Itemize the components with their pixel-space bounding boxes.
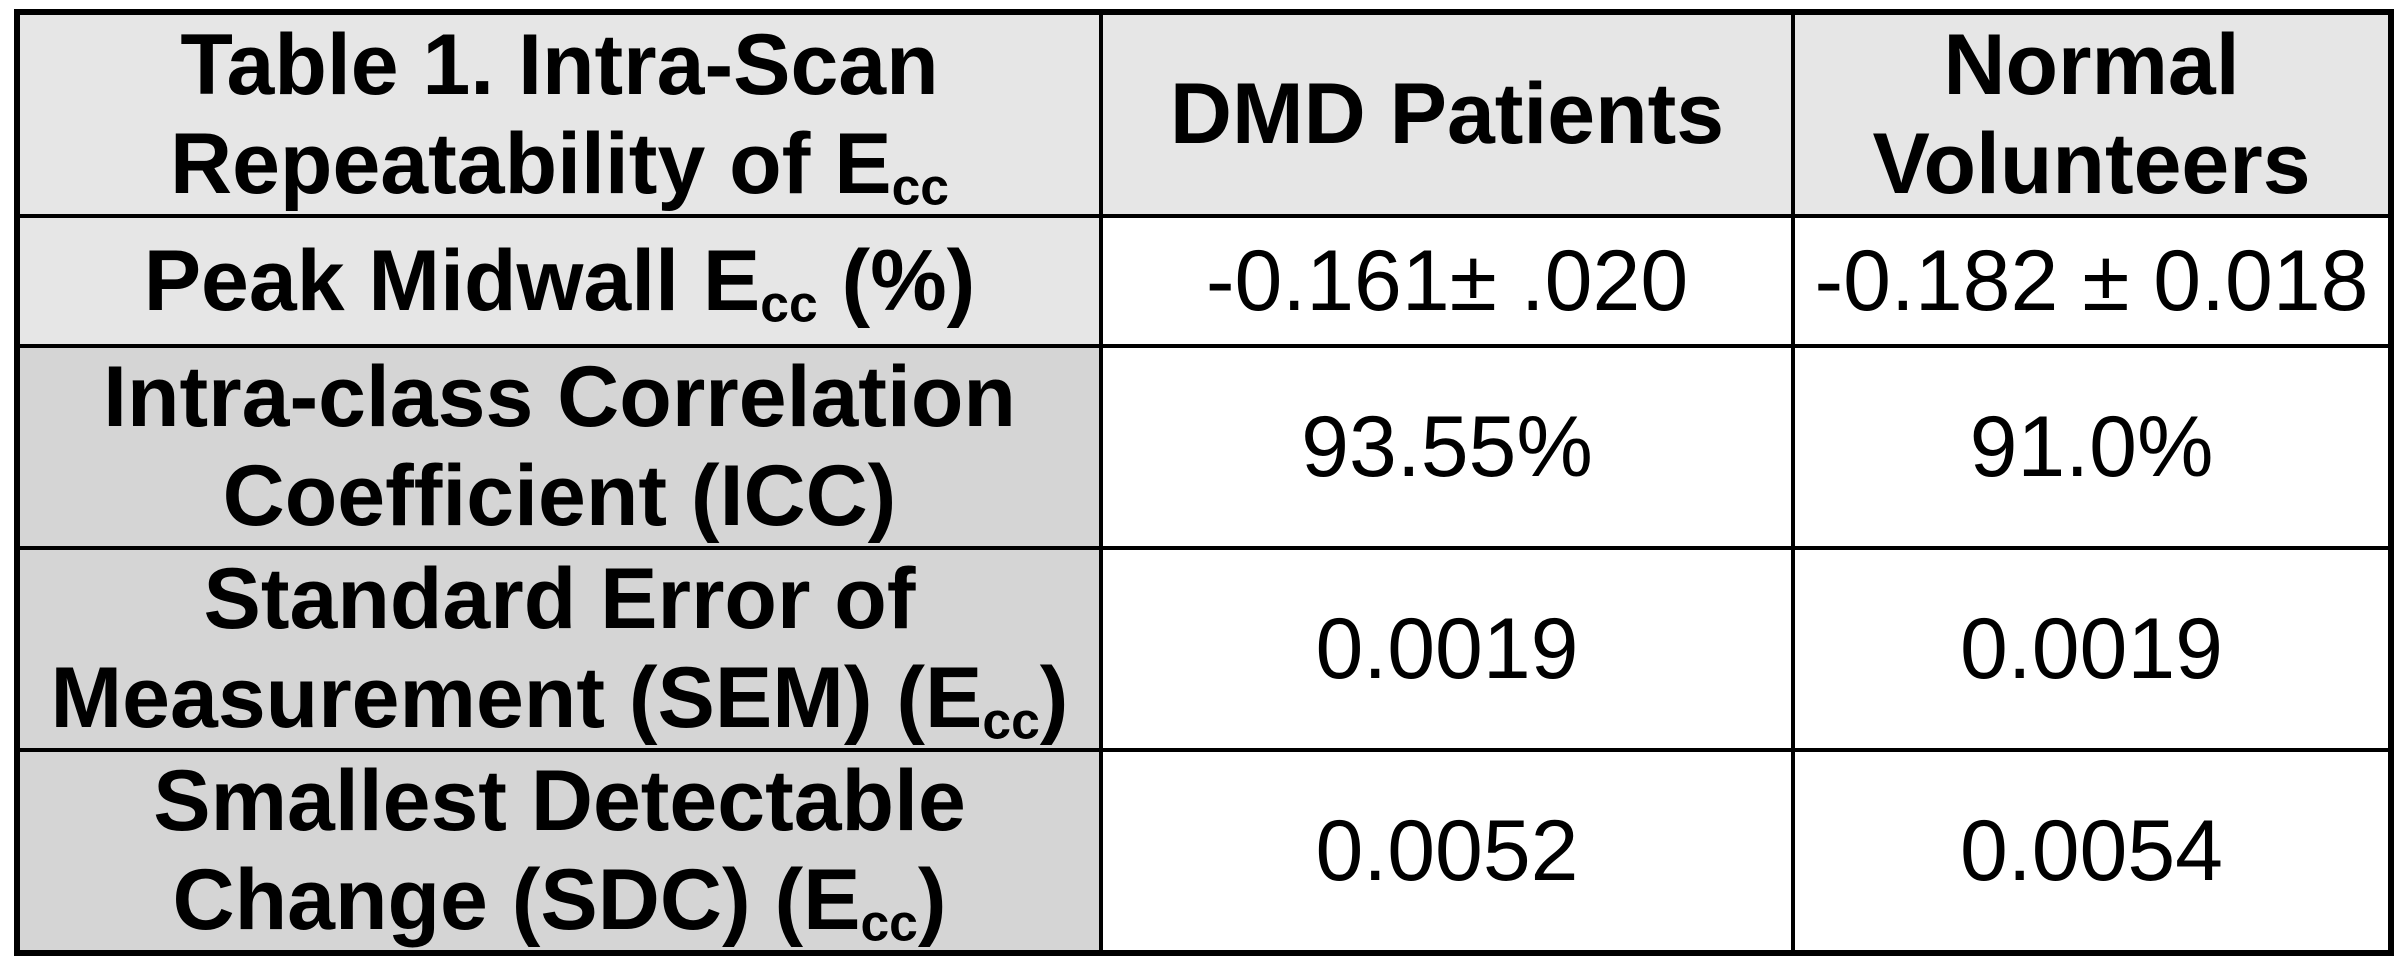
- repeatability-table: Table 1. Intra-Scan Repeatability of Ecc…: [14, 9, 2394, 956]
- col-header-dmd-label: DMD Patients: [1169, 66, 1725, 162]
- value-text: -0.182 ± 0.018: [1814, 232, 2369, 329]
- row-label-icc: Intra-class Correlation Coefficient (ICC…: [15, 344, 1103, 550]
- value-peak-normal: -0.182 ± 0.018: [1791, 214, 2393, 348]
- row-label-sem: Standard Error of Measurement (SEM) (Ecc…: [15, 546, 1103, 752]
- col-header-normal: Normal Volunteers: [1791, 10, 2393, 218]
- row-label-text: Smallest Detectable: [153, 753, 966, 849]
- table-title-cell: Table 1. Intra-Scan Repeatability of Ecc: [15, 10, 1103, 218]
- value-sdc-normal: 0.0054: [1791, 748, 2393, 955]
- row-label-peak-midwall: Peak Midwall Ecc (%): [15, 214, 1103, 348]
- value-text: 91.0%: [1969, 398, 2214, 495]
- subscript-ecc: cc: [860, 893, 918, 952]
- subscript-ecc: cc: [891, 156, 949, 215]
- col-header-dmd: DMD Patients: [1099, 10, 1795, 218]
- row-label-text: ): [1039, 650, 1069, 746]
- value-sem-normal: 0.0019: [1791, 546, 2393, 752]
- row-label-text: (%): [817, 232, 976, 329]
- value-text: 0.0019: [1315, 600, 1579, 697]
- row-sem: Standard Error of Measurement (SEM) (Ecc…: [15, 546, 2393, 752]
- value-text: -0.161± .020: [1205, 232, 1689, 329]
- row-label-sdc: Smallest Detectable Change (SDC) (Ecc): [15, 748, 1103, 955]
- value-text: 0.0019: [1959, 600, 2224, 697]
- row-label-text: Measurement (SEM) (E: [50, 650, 983, 746]
- row-label-text: ): [917, 852, 947, 948]
- table-title-text: Table 1. Intra-Scan: [180, 16, 939, 113]
- value-sdc-dmd: 0.0052: [1099, 748, 1795, 955]
- table-title-text: Repeatability of E: [170, 115, 892, 212]
- table-title-line1: Table 1. Intra-Scan: [34, 16, 1085, 115]
- subscript-ecc: cc: [982, 691, 1040, 750]
- row-icc: Intra-class Correlation Coefficient (ICC…: [15, 344, 2393, 550]
- col-header-normal-label: Volunteers: [1872, 115, 2311, 212]
- col-header-normal-label: Normal: [1943, 16, 2240, 113]
- value-peak-dmd: -0.161± .020: [1099, 214, 1795, 348]
- row-sdc: Smallest Detectable Change (SDC) (Ecc) 0…: [15, 748, 2393, 955]
- row-label-text: Standard Error of: [203, 551, 916, 647]
- value-icc-dmd: 93.55%: [1099, 344, 1795, 550]
- subscript-ecc: cc: [760, 273, 818, 332]
- value-text: 93.55%: [1301, 398, 1593, 495]
- table-title-line2: Repeatability of Ecc: [34, 115, 1085, 215]
- value-text: 0.0054: [1959, 802, 2224, 899]
- value-sem-dmd: 0.0019: [1099, 546, 1795, 752]
- value-text: 0.0052: [1315, 802, 1579, 899]
- row-label-text: Intra-class Correlation: [103, 349, 1016, 445]
- row-label-text: Coefficient (ICC): [222, 448, 897, 544]
- value-icc-normal: 91.0%: [1791, 344, 2393, 550]
- row-peak-midwall: Peak Midwall Ecc (%) -0.161± .020 -0.182…: [15, 214, 2393, 348]
- row-label-text: Peak Midwall E: [143, 232, 761, 329]
- row-label-text: Change (SDC) (E: [172, 852, 861, 948]
- header-row: Table 1. Intra-Scan Repeatability of Ecc…: [15, 10, 2393, 218]
